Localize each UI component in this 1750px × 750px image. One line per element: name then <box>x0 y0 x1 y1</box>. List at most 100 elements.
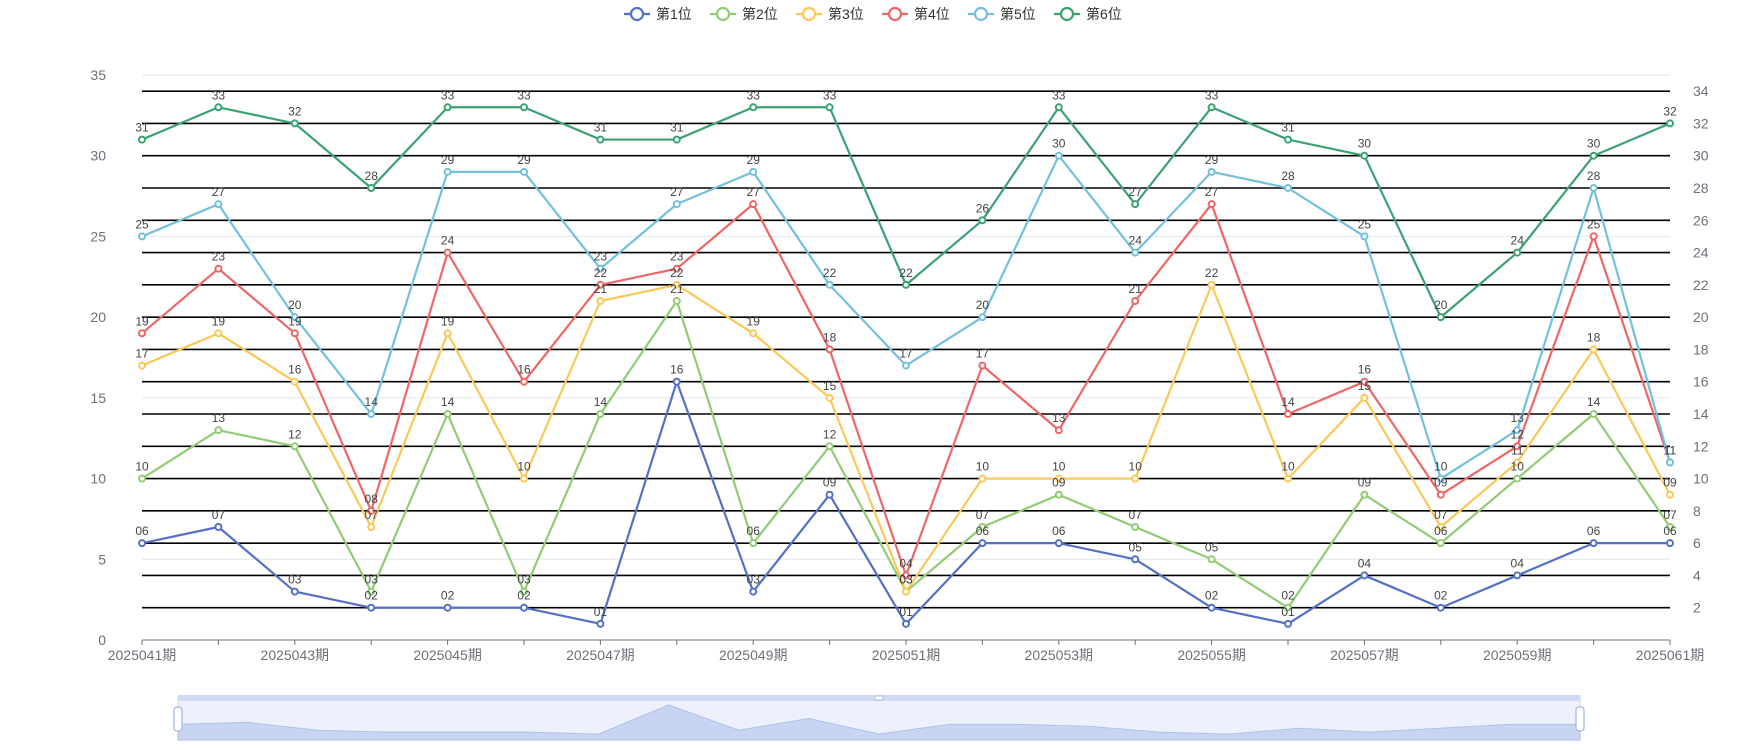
data-point[interactable] <box>1360 571 1369 580</box>
data-point[interactable] <box>749 329 758 338</box>
data-point[interactable] <box>1054 426 1063 435</box>
data-point[interactable] <box>367 506 376 515</box>
data-point[interactable] <box>443 410 452 418</box>
data-point[interactable] <box>596 297 605 305</box>
data-point[interactable] <box>978 474 987 483</box>
data-point[interactable] <box>443 167 452 176</box>
data-point[interactable] <box>825 345 834 354</box>
legend-item-5[interactable]: 第5位 <box>968 6 1036 22</box>
data-point[interactable] <box>749 200 758 209</box>
data-point[interactable] <box>1513 571 1522 580</box>
data-point[interactable] <box>1284 619 1292 628</box>
data-point[interactable] <box>520 474 528 483</box>
data-point[interactable] <box>520 167 528 176</box>
data-point[interactable] <box>1360 377 1369 386</box>
series-lines[interactable] <box>138 103 1674 628</box>
data-point[interactable] <box>443 103 452 112</box>
data-point[interactable] <box>1436 313 1445 322</box>
data-point[interactable] <box>290 587 299 596</box>
data-point[interactable] <box>672 135 681 144</box>
data-point[interactable] <box>1360 490 1369 499</box>
data-point[interactable] <box>367 603 376 612</box>
data-point[interactable] <box>1589 151 1598 160</box>
data-point[interactable] <box>443 329 452 338</box>
data-point[interactable] <box>1054 151 1063 160</box>
data-point[interactable] <box>443 603 452 612</box>
data-point[interactable] <box>825 442 834 451</box>
legend-item-4[interactable]: 第4位 <box>882 6 950 22</box>
data-point[interactable] <box>1666 539 1674 548</box>
data-point[interactable] <box>138 232 146 241</box>
data-point[interactable] <box>138 539 146 548</box>
data-point[interactable] <box>290 442 299 451</box>
data-point[interactable] <box>1666 119 1674 128</box>
zoom-handle-left[interactable] <box>173 706 183 732</box>
data-point[interactable] <box>978 216 987 225</box>
data-point[interactable] <box>1131 523 1140 531</box>
data-point[interactable] <box>367 410 376 418</box>
data-point[interactable] <box>1054 474 1063 483</box>
data-point[interactable] <box>1589 410 1598 418</box>
data-point[interactable] <box>1589 539 1598 548</box>
data-point[interactable] <box>1207 167 1216 176</box>
data-point[interactable] <box>978 361 987 370</box>
data-point[interactable] <box>902 587 910 596</box>
data-point[interactable] <box>520 103 528 112</box>
data-point[interactable] <box>1207 555 1216 564</box>
legend-item-3[interactable]: 第3位 <box>796 6 864 22</box>
data-point[interactable] <box>1360 393 1369 402</box>
data-point[interactable] <box>520 377 528 386</box>
data-point[interactable] <box>825 280 834 289</box>
data-point[interactable] <box>1131 297 1140 305</box>
data-point[interactable] <box>1513 474 1522 483</box>
data-point[interactable] <box>1207 200 1216 209</box>
data-point[interactable] <box>1284 135 1292 144</box>
data-point[interactable] <box>749 587 758 596</box>
data-point[interactable] <box>1436 603 1445 612</box>
data-point[interactable] <box>1284 603 1292 612</box>
data-point[interactable] <box>596 280 605 289</box>
data-point[interactable] <box>138 361 146 370</box>
data-point[interactable] <box>902 571 910 580</box>
data-point[interactable] <box>1513 426 1522 435</box>
data-point[interactable] <box>290 377 299 386</box>
data-point[interactable] <box>214 329 223 338</box>
data-point[interactable] <box>672 200 681 209</box>
data-point[interactable] <box>978 539 987 548</box>
data-point[interactable] <box>1436 474 1445 483</box>
data-point[interactable] <box>1436 523 1445 531</box>
data-point[interactable] <box>1131 474 1140 483</box>
data-point[interactable] <box>1360 232 1369 241</box>
data-point[interactable] <box>214 523 223 531</box>
data-point[interactable] <box>1054 539 1063 548</box>
data-point[interactable] <box>1054 490 1063 499</box>
data-point[interactable] <box>1589 345 1598 354</box>
data-point[interactable] <box>138 135 146 144</box>
data-point[interactable] <box>672 377 681 386</box>
zoom-handle-right[interactable] <box>1575 706 1585 732</box>
data-point[interactable] <box>1284 184 1292 192</box>
data-point[interactable] <box>443 248 452 257</box>
data-point[interactable] <box>1207 103 1216 112</box>
data-point[interactable] <box>1207 603 1216 612</box>
data-point[interactable] <box>290 119 299 128</box>
data-point[interactable] <box>367 184 376 192</box>
data-point[interactable] <box>902 619 910 628</box>
data-point[interactable] <box>978 523 987 531</box>
data-point[interactable] <box>1589 232 1598 241</box>
data-point[interactable] <box>596 135 605 144</box>
data-point[interactable] <box>672 264 681 273</box>
data-point[interactable] <box>520 603 528 612</box>
data-point[interactable] <box>290 329 299 338</box>
data-point[interactable] <box>1131 200 1140 209</box>
data-point[interactable] <box>1513 248 1522 257</box>
data-point[interactable] <box>1436 490 1445 499</box>
data-point[interactable] <box>596 410 605 418</box>
data-point[interactable] <box>1207 280 1216 289</box>
data-point[interactable] <box>1131 248 1140 257</box>
data-point[interactable] <box>214 264 223 273</box>
data-point[interactable] <box>214 200 223 209</box>
data-point[interactable] <box>1054 103 1063 112</box>
data-point[interactable] <box>596 264 605 273</box>
data-point[interactable] <box>214 426 223 435</box>
